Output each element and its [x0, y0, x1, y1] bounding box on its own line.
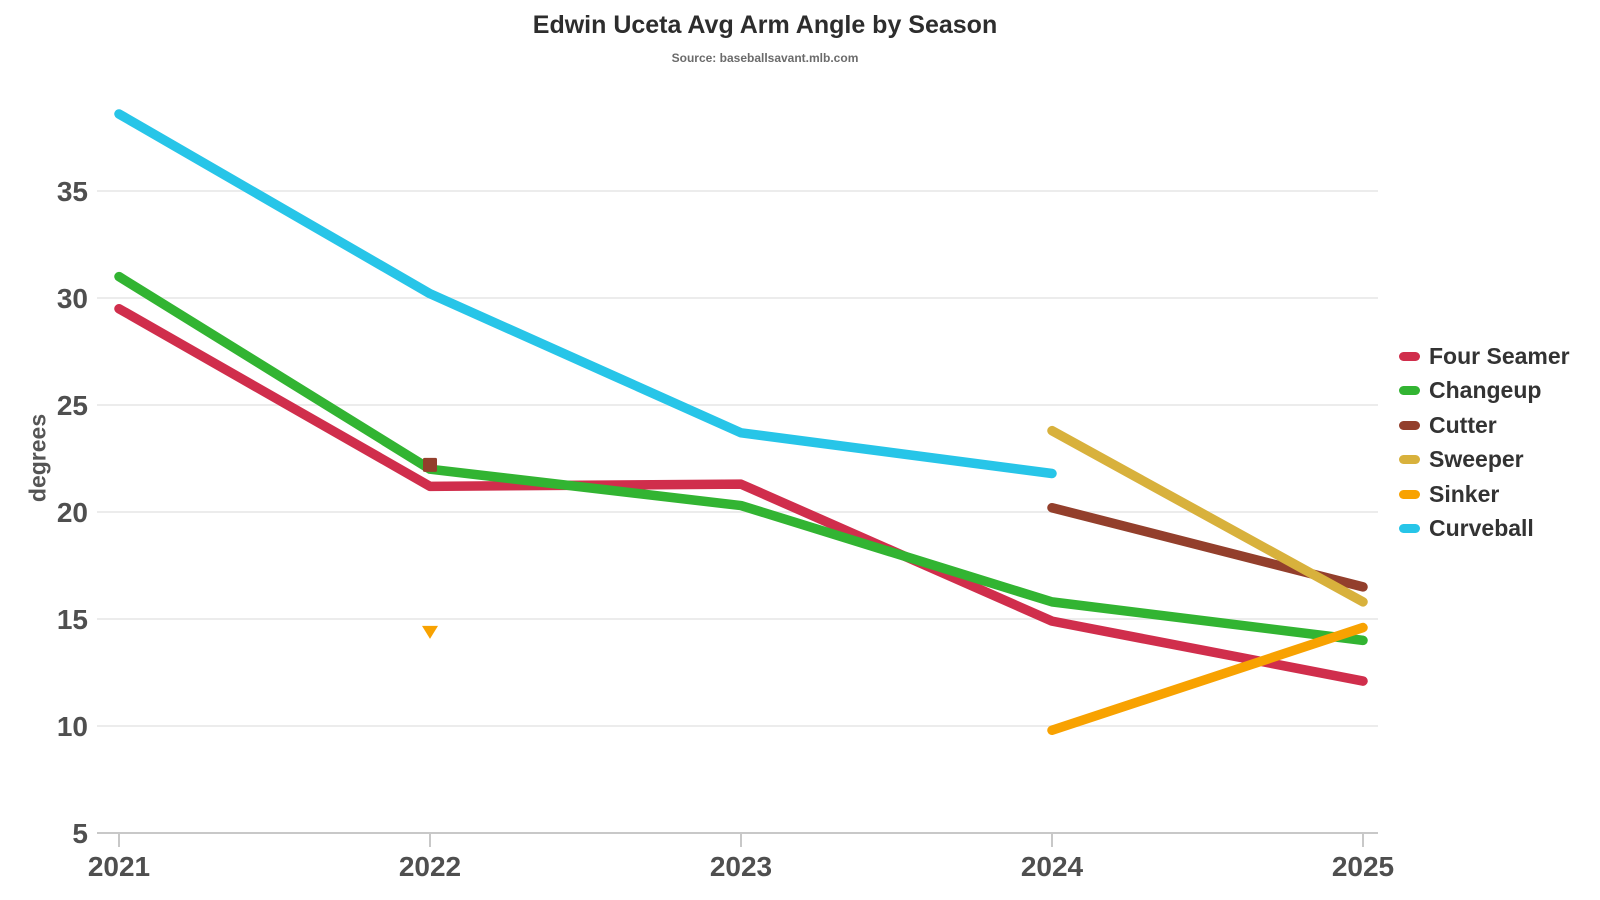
- legend-swatch-cutter: [1399, 420, 1420, 430]
- series-line-four-seamer: [114, 303, 1368, 686]
- series-line-curveball: [114, 109, 1057, 479]
- series-line-sweeper: [1047, 425, 1368, 607]
- y-tick-label-5: 5: [72, 818, 88, 849]
- series-line-changeup: [114, 271, 1368, 646]
- legend-swatch-curveball: [1399, 524, 1420, 534]
- y-tick-label-15: 15: [57, 604, 88, 635]
- page-subtitle: Source: baseballsavant.mlb.com: [671, 51, 859, 65]
- legend-item-curveball: Curveball: [1399, 512, 1570, 547]
- legend-label-sinker: Sinker: [1429, 480, 1500, 507]
- legend-label-cutter: Cutter: [1429, 411, 1497, 438]
- series-line-sinker: [1047, 622, 1368, 736]
- legend: Four Seamer Changeup Cutter Sweeper Sinker Cu…: [1399, 339, 1570, 546]
- legend-item-cutter: Cutter: [1399, 408, 1570, 443]
- y-tick-label-20: 20: [57, 497, 88, 528]
- x-tick-label-2021: 2021: [88, 851, 150, 882]
- legend-swatch-sweeper: [1399, 455, 1420, 465]
- y-tick-label-35: 35: [57, 176, 88, 207]
- legend-label-four-seamer: Four Seamer: [1429, 342, 1570, 369]
- y-tick-label-25: 25: [57, 390, 88, 421]
- legend-label-changeup: Changeup: [1429, 377, 1542, 404]
- legend-swatch-sinker: [1399, 489, 1420, 499]
- legend-swatch-four-seamer: [1399, 351, 1420, 361]
- x-tick-label-2023: 2023: [710, 851, 772, 882]
- series-marker-sinker-2022: [422, 625, 438, 639]
- x-tick-label-2024: 2024: [1021, 851, 1084, 882]
- legend-item-sinker: Sinker: [1399, 477, 1570, 512]
- legend-item-sweeper: Sweeper: [1399, 443, 1570, 478]
- y-tick-label-30: 30: [57, 283, 88, 314]
- legend-swatch-changeup: [1399, 386, 1420, 396]
- x-tick-label-2025: 2025: [1332, 851, 1394, 882]
- series-marker-cutter-2022: [423, 457, 437, 472]
- legend-item-four-seamer: Four Seamer: [1399, 339, 1570, 374]
- legend-label-sweeper: Sweeper: [1429, 446, 1524, 473]
- page-title: Edwin Uceta Avg Arm Angle by Season: [532, 11, 998, 39]
- y-tick-label-10: 10: [57, 711, 88, 742]
- legend-item-changeup: Changeup: [1399, 374, 1570, 409]
- legend-label-curveball: Curveball: [1429, 515, 1534, 542]
- x-tick-label-2022: 2022: [399, 851, 461, 882]
